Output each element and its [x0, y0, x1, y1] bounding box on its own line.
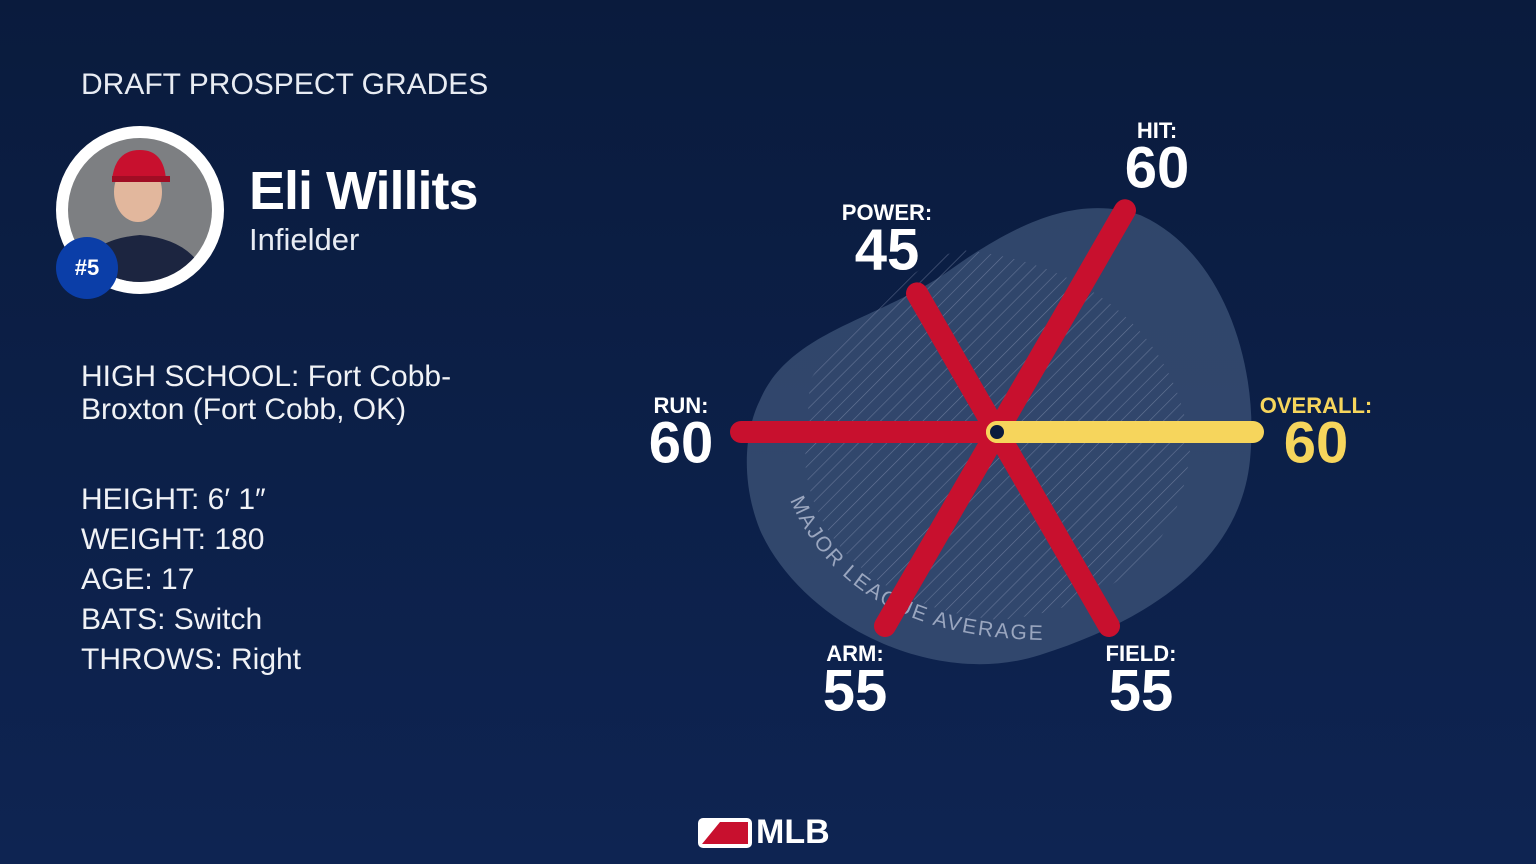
- grade-spoke: [906, 282, 1008, 443]
- center-dot: [986, 421, 1008, 443]
- grade-label: OVERALL:: [1260, 393, 1372, 418]
- player-stats: HEIGHT: 6′ 1″ WEIGHT: 180 AGE: 17 BATS: Swi…: [81, 480, 301, 680]
- player-name: Eli Willits: [249, 161, 479, 221]
- page-title: DRAFT PROSPECT GRADES: [81, 68, 489, 101]
- rank-badge: [56, 237, 118, 299]
- grade-label: RUN:: [654, 393, 709, 418]
- logo-text: MLB: [756, 813, 830, 851]
- stat-line: WEIGHT: 180: [81, 523, 265, 556]
- grade-value: 60: [1125, 135, 1190, 200]
- stat-line: BATS: Switch: [81, 603, 263, 636]
- grade-spoke: [986, 421, 1120, 637]
- grade-value: 45: [855, 217, 920, 282]
- stat-line: THROWS: Right: [81, 643, 302, 676]
- grade-label: HIT:: [1137, 118, 1177, 143]
- grade-value: 55: [1109, 658, 1174, 723]
- spokes: HIT:60POWER:45RUN:60ARM:55FIELD:55OVERAL…: [649, 118, 1372, 724]
- player-position: Infielder: [249, 222, 360, 257]
- grade-spoke: [874, 421, 1008, 637]
- rank: #5: [75, 255, 99, 280]
- player-school: HIGH SCHOOL: Fort Cobb-Broxton (Fort Cob…: [81, 360, 452, 426]
- grade-value: 60: [649, 410, 714, 475]
- logo-shape: [702, 822, 748, 844]
- stat-line: HEIGHT: 6′ 1″: [81, 483, 266, 516]
- grade-label: FIELD:: [1106, 641, 1177, 666]
- stat-line: AGE: 17: [81, 563, 195, 596]
- grade-label: ARM:: [826, 641, 883, 666]
- grade-label: POWER:: [842, 200, 932, 225]
- grade-spoke: [986, 199, 1136, 443]
- grade-value: 60: [1284, 410, 1349, 475]
- grade-value: 55: [823, 658, 888, 723]
